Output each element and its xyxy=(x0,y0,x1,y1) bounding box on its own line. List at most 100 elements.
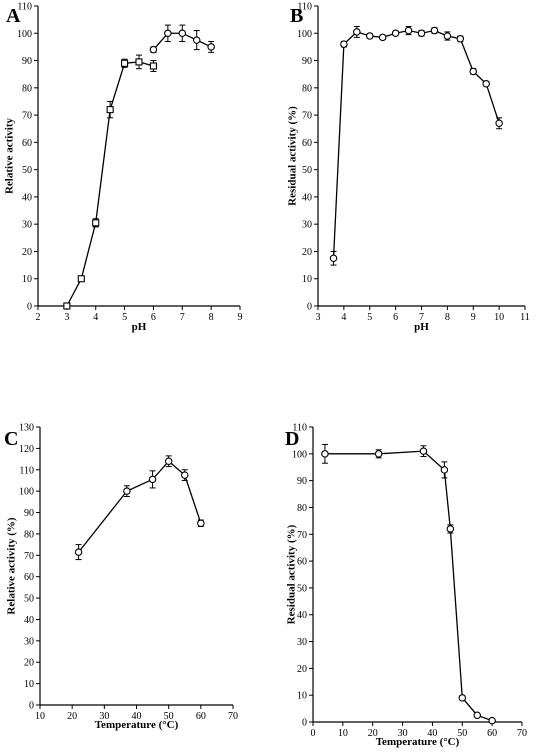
data-series xyxy=(321,443,496,725)
y-tick-label: 110 xyxy=(292,423,307,434)
data-point-circle xyxy=(469,67,477,76)
chart-panel-d: 0 10 20 30 40 50 60 70 80 90 100 110 0 10 20 30 40 50 60 70… xyxy=(285,423,527,749)
data-series xyxy=(74,455,205,561)
y-tick-label: 70 xyxy=(24,551,34,562)
y-tick-label: 0 xyxy=(302,718,307,729)
data-point-square xyxy=(63,302,71,310)
data-point-circle xyxy=(123,487,131,495)
y-tick-label: 90 xyxy=(24,508,34,519)
data-point-square xyxy=(135,58,143,66)
x-tick-label: 8 xyxy=(209,312,214,323)
data-point-circle xyxy=(488,716,496,725)
x-tick-label: 0 xyxy=(311,728,316,739)
data-point-circle xyxy=(365,32,374,40)
y-tick-label: 90 xyxy=(302,56,312,67)
data-point-circle xyxy=(149,45,158,54)
data-point-circle xyxy=(374,450,383,458)
y-tick-label: 110 xyxy=(297,2,312,13)
x-tick-label: 10 xyxy=(338,728,348,739)
data-point-circle xyxy=(378,33,387,42)
x-tick-label: 11 xyxy=(520,312,530,323)
series-line xyxy=(324,450,493,722)
panel-label: D xyxy=(285,428,299,450)
y-tick-label: 50 xyxy=(22,165,32,176)
y-tick-label: 10 xyxy=(24,679,34,690)
x-tick-label: 10 xyxy=(494,312,504,323)
y-tick-label: 30 xyxy=(302,220,312,231)
y-tick-label: 120 xyxy=(19,444,34,455)
chart-panel-a: 0 10 20 30 40 50 60 70 80 90 100 110 2 3 4 5 6 7 8 9 ApH Rela… xyxy=(4,2,243,334)
x-tick-label: 4 xyxy=(341,312,346,323)
series-line xyxy=(332,29,500,259)
data-point-circle xyxy=(417,29,426,38)
y-tick-label: 40 xyxy=(24,615,34,626)
x-axis-title: Temperature (°C) xyxy=(376,736,460,748)
y-tick-label: 80 xyxy=(302,83,312,94)
x-tick-label: 5 xyxy=(367,312,372,323)
data-point-circle xyxy=(321,450,329,458)
data-point-circle xyxy=(164,457,173,465)
y-tick-label: 60 xyxy=(297,557,307,568)
data-point-circle xyxy=(148,475,157,484)
y-tick-label: 40 xyxy=(22,192,32,203)
x-tick-label: 9 xyxy=(471,312,476,323)
x-tick-label: 5 xyxy=(122,312,127,323)
y-tick-label: 40 xyxy=(297,610,307,621)
data-point-circle xyxy=(181,471,189,479)
y-tick-label: 90 xyxy=(22,56,32,67)
y-tick-label: 20 xyxy=(297,664,307,675)
y-tick-label: 20 xyxy=(22,247,32,258)
y-tick-label: 70 xyxy=(302,111,312,122)
y-tick-label: 20 xyxy=(24,658,34,669)
y-tick-label: 40 xyxy=(302,192,312,203)
series-line xyxy=(78,460,202,553)
chart-panel-b: 0 10 20 30 40 50 60 70 80 90 100 110 3 4 5 6 7 8 9 10 11 BpH R… xyxy=(287,2,530,334)
panel-label: C xyxy=(4,428,18,450)
x-tick-label: 30 xyxy=(99,711,109,722)
y-tick-label: 60 xyxy=(302,138,312,149)
x-tick-label: 60 xyxy=(196,711,206,722)
data-point-circle xyxy=(440,466,449,474)
x-tick-label: 3 xyxy=(316,312,321,323)
x-axis-title: pH xyxy=(414,321,429,333)
y-tick-label: 70 xyxy=(297,530,307,541)
data-point-circle xyxy=(456,34,465,43)
y-tick-label: 0 xyxy=(27,302,32,313)
y-tick-label: 30 xyxy=(24,636,34,647)
data-point-circle xyxy=(473,711,481,720)
data-point-circle xyxy=(404,26,413,35)
panel-label: B xyxy=(290,5,303,27)
y-tick-label: 80 xyxy=(22,83,32,94)
series-line xyxy=(66,61,154,307)
x-tick-label: 60 xyxy=(487,728,497,739)
y-tick-label: 100 xyxy=(297,29,312,40)
y-tick-label: 70 xyxy=(22,111,32,122)
y-axis-title: Residual activity (%) xyxy=(287,106,299,206)
data-point-circle xyxy=(419,447,428,455)
data-point-circle xyxy=(178,29,187,38)
y-tick-label: 10 xyxy=(22,274,32,285)
y-tick-label: 80 xyxy=(297,503,307,514)
data-series xyxy=(63,54,157,310)
y-tick-label: 0 xyxy=(29,701,34,712)
data-point-square xyxy=(106,106,114,114)
x-tick-label: 4 xyxy=(93,312,98,323)
x-tick-label: 6 xyxy=(393,312,398,323)
data-point-circle xyxy=(197,519,205,527)
x-tick-label: 20 xyxy=(368,728,378,739)
data-point-circle xyxy=(74,548,83,556)
panel-label: A xyxy=(6,5,21,27)
y-tick-label: 60 xyxy=(22,138,32,149)
y-tick-label: 30 xyxy=(22,220,32,231)
x-tick-label: 50 xyxy=(164,711,174,722)
data-point-circle xyxy=(495,119,503,128)
x-tick-label: 20 xyxy=(67,711,77,722)
y-tick-label: 50 xyxy=(297,583,307,594)
y-tick-label: 10 xyxy=(302,274,312,285)
y-tick-label: 110 xyxy=(17,2,32,13)
data-point-square xyxy=(121,59,129,67)
y-tick-label: 110 xyxy=(19,465,34,476)
y-tick-label: 0 xyxy=(307,302,312,313)
